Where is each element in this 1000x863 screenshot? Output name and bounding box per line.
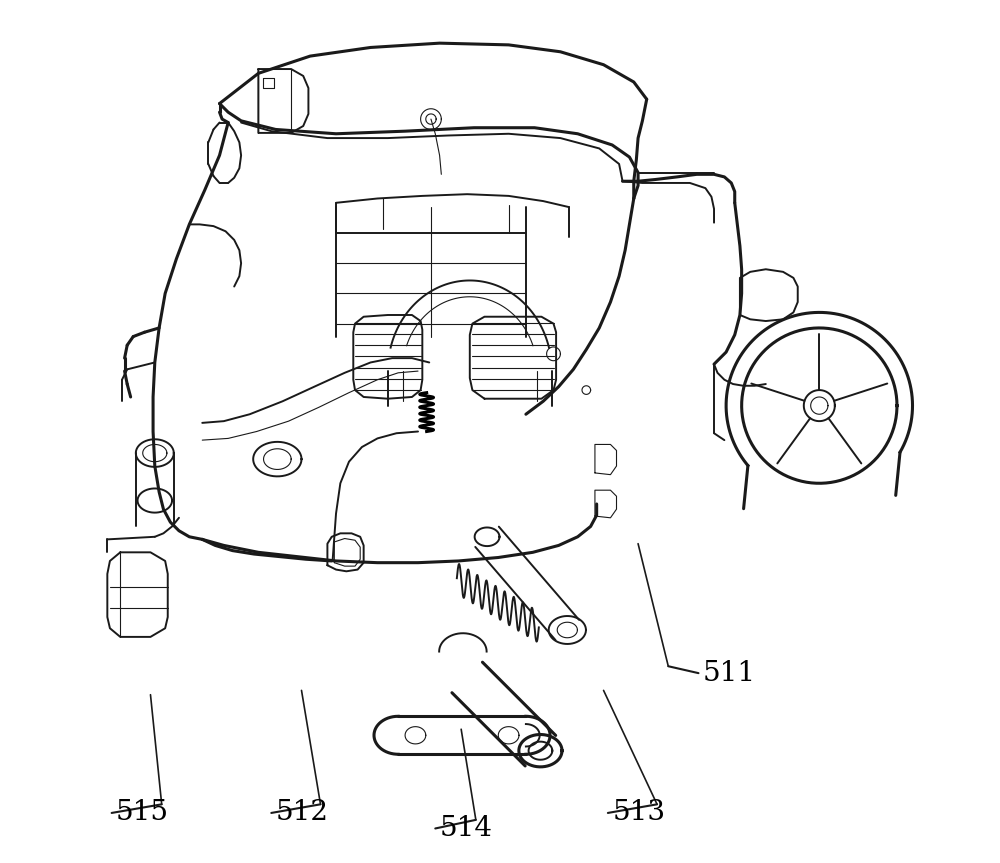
Text: 514: 514 <box>440 815 493 842</box>
Text: 512: 512 <box>276 799 329 827</box>
Text: 513: 513 <box>612 799 665 827</box>
Text: 515: 515 <box>116 799 169 827</box>
Text: 511: 511 <box>703 659 756 687</box>
